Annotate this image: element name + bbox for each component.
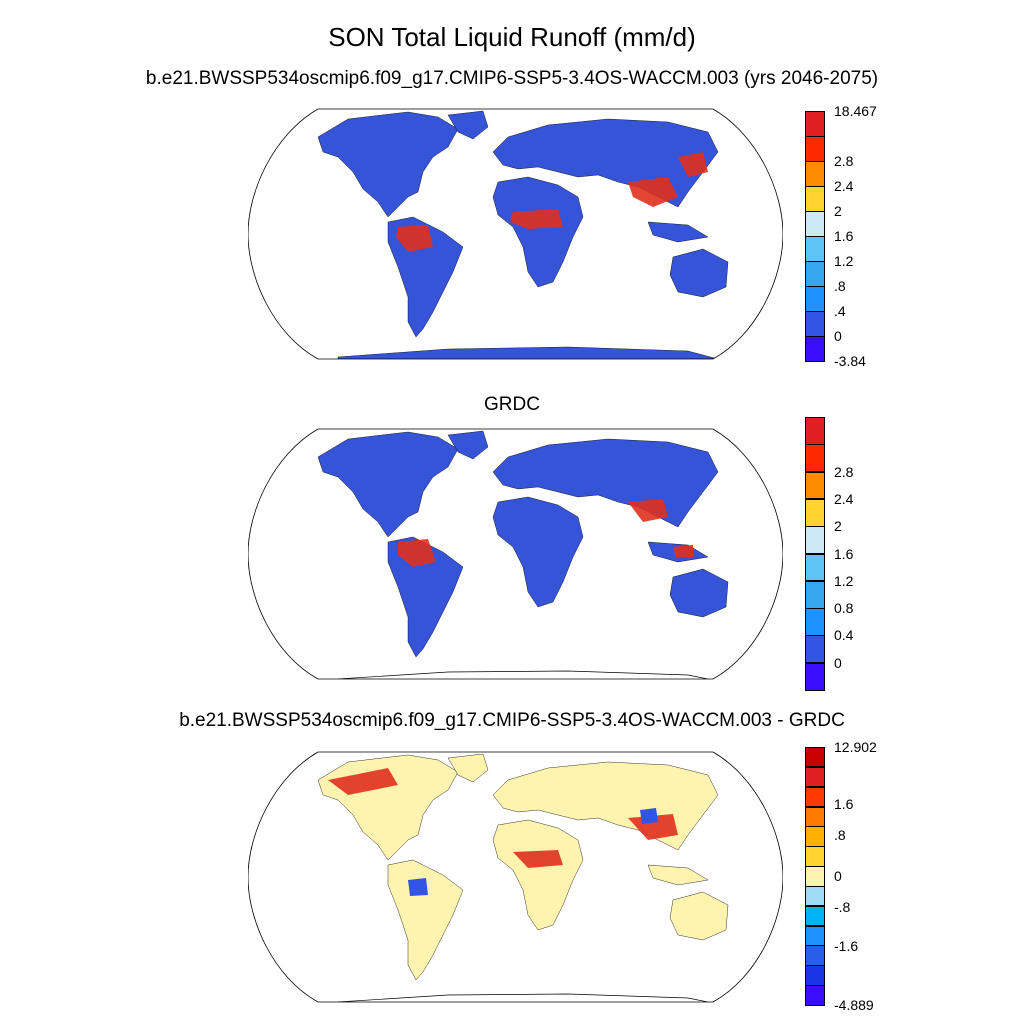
colorbar-model-label: 0 (834, 328, 842, 344)
colorbar-diff-segment (805, 826, 825, 847)
colorbar-diff-segment (805, 786, 825, 808)
map-model (248, 97, 783, 372)
colorbar-obs (805, 417, 825, 691)
colorbar-model-segment (805, 261, 825, 287)
colorbar-diff-segment (805, 846, 825, 867)
colorbar-obs-segment (805, 580, 825, 609)
colorbar-model-label: 1.2 (834, 253, 854, 269)
colorbar-diff-label: -.8 (834, 898, 851, 915)
colorbar-obs-label: 0.4 (834, 627, 854, 644)
colorbar-model-segment (805, 211, 825, 237)
colorbar-obs-segment (805, 444, 825, 473)
colorbar-model-segment (805, 286, 825, 312)
colorbar-diff-segment (805, 965, 825, 986)
colorbar-obs-label: 1.6 (834, 545, 854, 562)
panel-title-diff: b.e21.BWSSP534oscmip6.f09_g17.CMIP6-SSP5… (179, 710, 845, 731)
colorbar-diff-segment (805, 905, 825, 927)
colorbar-obs-label: 2 (834, 518, 842, 535)
colorbar-obs-label: 0 (834, 654, 842, 671)
map-obs (248, 417, 783, 692)
colorbar-model-label: 2 (834, 203, 842, 219)
map-diff-svg (248, 751, 783, 1003)
colorbar-obs-label: 2.4 (834, 490, 854, 507)
colorbar-model-label: .4 (834, 303, 846, 319)
colorbar-model-label: 18.467 (834, 103, 877, 119)
map-model-svg (248, 108, 783, 360)
map-obs-svg (248, 428, 783, 680)
colorbar-diff-label: -4.889 (834, 997, 874, 1013)
colorbar-diff-label: 1.6 (834, 795, 854, 812)
colorbar-diff (805, 747, 825, 1006)
colorbar-model-segment (805, 161, 825, 187)
colorbar-diff-label: 0 (834, 868, 842, 884)
colorbar-diff-segment (805, 806, 825, 827)
colorbar-model-segment (805, 311, 825, 337)
colorbar-model-segment (805, 111, 825, 137)
colorbar-diff-segment (805, 985, 825, 1006)
colorbar-diff-label: -1.6 (834, 937, 859, 954)
colorbar-diff-segment (805, 885, 825, 907)
colorbar-diff-label: .8 (834, 826, 846, 843)
colorbar-model-segment (805, 336, 825, 362)
colorbar-model-label: -3.84 (834, 353, 866, 369)
colorbar-model-label: 2.8 (834, 153, 854, 169)
colorbar-obs-label: 0.8 (834, 600, 854, 617)
colorbar-model-segment (805, 186, 825, 212)
colorbar-diff-segment (805, 925, 825, 947)
colorbar-diff-segment (805, 866, 825, 887)
colorbar-obs-label: 1.2 (834, 572, 854, 589)
colorbar-obs-segment (805, 417, 825, 445)
colorbar-obs-segment (805, 608, 825, 636)
colorbar-diff-segment (805, 747, 825, 768)
colorbar-diff-segment (805, 766, 825, 788)
panel-title-model: b.e21.BWSSP534oscmip6.f09_g17.CMIP6-SSP5… (145, 68, 879, 89)
colorbar-model-segment (805, 236, 825, 262)
colorbar-model-segment (805, 136, 825, 162)
panel-title-obs: GRDC (484, 394, 540, 415)
colorbar-obs-segment (805, 471, 825, 500)
colorbar-model-label: .8 (834, 278, 846, 294)
map-diff (248, 740, 783, 1015)
figure-title: SON Total Liquid Runoff (mm/d) (328, 22, 696, 52)
colorbar-diff-label: 12.902 (834, 739, 877, 755)
colorbar-obs-segment (805, 662, 825, 691)
colorbar-obs-segment (805, 526, 825, 555)
colorbar-obs-segment (805, 553, 825, 582)
colorbar-diff-segment (805, 945, 825, 966)
colorbar-obs-segment (805, 635, 825, 664)
colorbar-model (805, 111, 825, 362)
colorbar-obs-label: 2.8 (834, 463, 854, 480)
colorbar-model-label: 2.4 (834, 178, 854, 194)
colorbar-model-label: 1.6 (834, 228, 854, 244)
colorbar-obs-segment (805, 498, 825, 527)
